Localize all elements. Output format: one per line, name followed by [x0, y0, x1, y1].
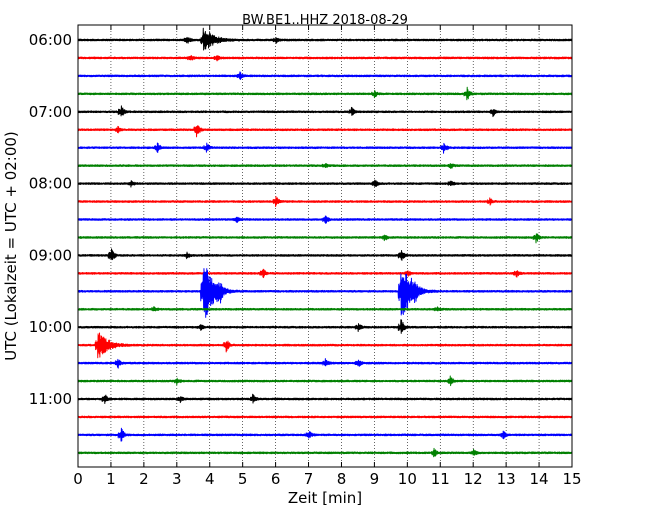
x-tick-label: 7	[304, 470, 314, 488]
seismic-trace-0915	[77, 268, 573, 279]
y-tick-label: 06:00	[29, 31, 72, 49]
x-tick-label: 15	[562, 470, 581, 488]
x-tick-label: 3	[172, 470, 182, 488]
y-axis-label: UTC (Lokalzeit = UTC + 02:00)	[2, 131, 20, 361]
vertical-gridlines	[110, 25, 540, 467]
seismic-trace-1145	[77, 447, 573, 458]
x-tick-label: 12	[464, 470, 483, 488]
seismic-trace-1130	[77, 427, 573, 442]
x-tick-label: 9	[370, 470, 380, 488]
x-tick-label: 6	[271, 470, 281, 488]
y-axis-ticks: 06:00 07:00 08:00 09:00 10:00 11:00	[29, 31, 572, 408]
x-axis-label: Zeit [min]	[288, 489, 362, 507]
seismic-trace-0700	[77, 105, 573, 118]
y-tick-label: 10:00	[29, 318, 72, 336]
seismic-trace-1115	[77, 415, 573, 419]
seismic-trace-0745	[77, 162, 573, 169]
seismic-trace-0630	[77, 71, 573, 81]
y-tick-label: 11:00	[29, 390, 72, 408]
x-tick-label: 5	[238, 470, 248, 488]
seismic-trace-1015	[77, 332, 573, 359]
seismic-trace-0730	[77, 142, 573, 154]
seismic-traces	[77, 27, 573, 458]
seismic-trace-0830	[77, 215, 573, 224]
seismic-trace-0800	[77, 179, 573, 188]
x-tick-label: 2	[139, 470, 149, 488]
seismic-trace-1000	[77, 319, 573, 334]
x-tick-label: 0	[73, 470, 83, 488]
seismic-trace-0900	[77, 248, 573, 261]
seismic-trace-0845	[77, 233, 573, 244]
seismic-trace-0945	[77, 306, 573, 312]
seismic-trace-0815	[77, 196, 573, 208]
seismic-trace-0715	[77, 125, 573, 138]
x-tick-label: 8	[337, 470, 347, 488]
seismic-trace-1045	[77, 375, 573, 387]
y-tick-label: 09:00	[29, 246, 72, 264]
x-tick-label: 1	[106, 470, 116, 488]
x-axis-ticks: 0 1 2 3 4 5 6 7 8 9 10 11 12 13 14 15	[73, 25, 582, 488]
seismic-trace-1100	[77, 393, 573, 404]
seismic-trace-0645	[77, 86, 573, 101]
seismic-trace-0930	[77, 268, 573, 318]
y-tick-label: 08:00	[29, 175, 72, 193]
x-tick-label: 10	[398, 470, 417, 488]
x-tick-label: 14	[530, 470, 549, 488]
seismic-trace-0615	[77, 55, 573, 62]
x-tick-label: 13	[497, 470, 516, 488]
x-tick-label: 4	[205, 470, 215, 488]
x-tick-label: 11	[431, 470, 450, 488]
plot-frame	[77, 24, 573, 468]
y-tick-label: 07:00	[29, 103, 72, 121]
seismic-trace-0600	[77, 27, 573, 51]
seismic-trace-1030	[77, 358, 573, 369]
chart-title: BW.BE1..HHZ 2018-08-29	[242, 13, 408, 28]
